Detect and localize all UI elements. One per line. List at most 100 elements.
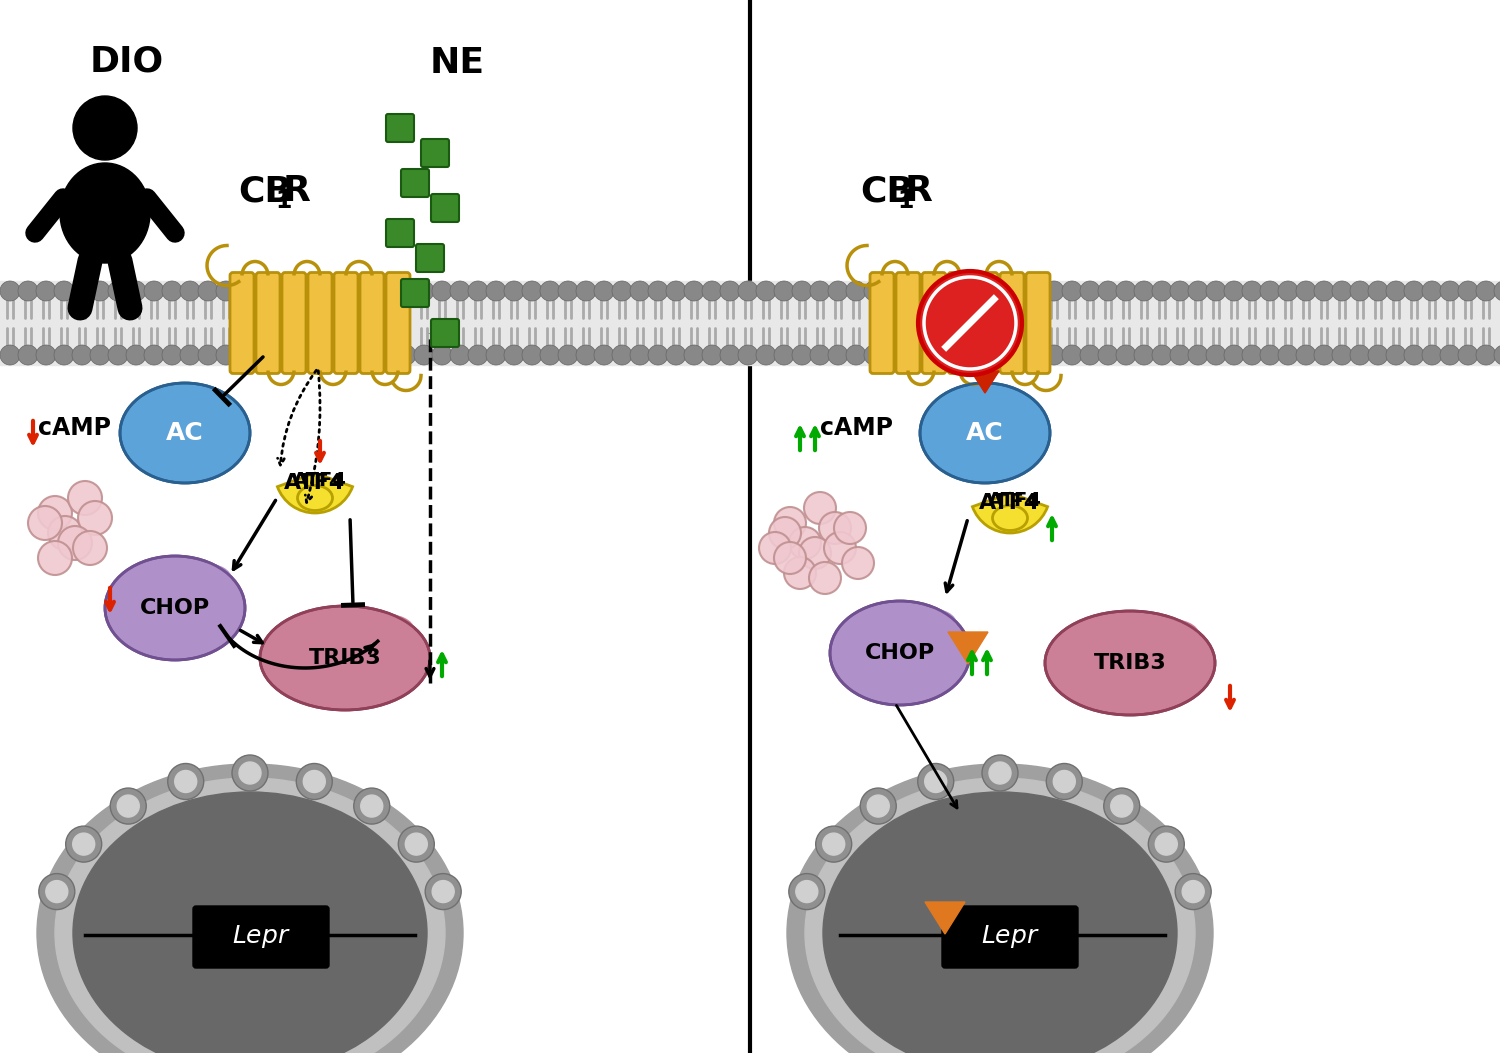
Text: ATF4: ATF4 xyxy=(285,473,345,493)
Circle shape xyxy=(936,345,956,365)
Circle shape xyxy=(90,281,110,301)
Ellipse shape xyxy=(1046,611,1215,715)
Circle shape xyxy=(738,345,758,365)
Circle shape xyxy=(1062,345,1082,365)
Circle shape xyxy=(1476,345,1496,365)
Ellipse shape xyxy=(902,608,957,639)
Circle shape xyxy=(1044,345,1064,365)
Circle shape xyxy=(362,795,382,817)
Circle shape xyxy=(1368,281,1388,301)
FancyBboxPatch shape xyxy=(430,319,459,347)
Text: R: R xyxy=(904,174,933,208)
Circle shape xyxy=(882,345,902,365)
FancyBboxPatch shape xyxy=(308,273,332,374)
Circle shape xyxy=(450,345,470,365)
Circle shape xyxy=(424,874,460,910)
Circle shape xyxy=(360,281,380,301)
Circle shape xyxy=(756,345,776,365)
Circle shape xyxy=(774,345,794,365)
Circle shape xyxy=(342,345,362,365)
Ellipse shape xyxy=(806,778,1196,1053)
Circle shape xyxy=(784,557,816,589)
Circle shape xyxy=(1278,345,1298,365)
FancyBboxPatch shape xyxy=(922,273,946,374)
Circle shape xyxy=(1260,345,1280,365)
Circle shape xyxy=(74,531,106,565)
Text: R: R xyxy=(284,174,310,208)
FancyBboxPatch shape xyxy=(416,244,444,272)
Circle shape xyxy=(1314,345,1334,365)
Circle shape xyxy=(936,281,956,301)
Circle shape xyxy=(770,517,801,549)
Circle shape xyxy=(378,281,398,301)
Ellipse shape xyxy=(993,505,1028,531)
Circle shape xyxy=(810,281,830,301)
Circle shape xyxy=(828,345,848,365)
Text: TRIB3: TRIB3 xyxy=(1094,653,1167,673)
FancyBboxPatch shape xyxy=(870,273,894,374)
Circle shape xyxy=(1368,345,1388,365)
Circle shape xyxy=(117,795,140,817)
Circle shape xyxy=(74,96,136,160)
Circle shape xyxy=(684,281,703,301)
Circle shape xyxy=(800,537,831,569)
Circle shape xyxy=(432,281,451,301)
Circle shape xyxy=(522,281,542,301)
Circle shape xyxy=(38,541,72,575)
Circle shape xyxy=(234,281,254,301)
Circle shape xyxy=(1314,281,1334,301)
Ellipse shape xyxy=(60,163,150,263)
Circle shape xyxy=(954,345,974,365)
Circle shape xyxy=(918,281,938,301)
Ellipse shape xyxy=(120,383,250,483)
Circle shape xyxy=(756,281,776,301)
Circle shape xyxy=(306,345,326,365)
Circle shape xyxy=(405,833,427,855)
Circle shape xyxy=(540,345,560,365)
Circle shape xyxy=(1170,345,1190,365)
Ellipse shape xyxy=(176,563,232,594)
Circle shape xyxy=(252,281,272,301)
Text: CB: CB xyxy=(238,174,292,208)
Text: cAMP: cAMP xyxy=(38,416,111,440)
Circle shape xyxy=(1053,771,1076,793)
Circle shape xyxy=(1224,281,1244,301)
Circle shape xyxy=(1134,281,1154,301)
Circle shape xyxy=(18,345,38,365)
Circle shape xyxy=(882,281,902,301)
Circle shape xyxy=(630,345,650,365)
Circle shape xyxy=(144,281,164,301)
Circle shape xyxy=(982,755,1018,791)
Circle shape xyxy=(486,281,506,301)
Circle shape xyxy=(1494,281,1500,301)
Circle shape xyxy=(108,345,128,365)
Circle shape xyxy=(378,345,398,365)
Circle shape xyxy=(1332,281,1352,301)
Circle shape xyxy=(918,763,954,799)
Circle shape xyxy=(576,281,596,301)
Circle shape xyxy=(78,501,112,535)
Circle shape xyxy=(1134,345,1154,365)
Circle shape xyxy=(720,345,740,365)
Circle shape xyxy=(558,281,578,301)
FancyBboxPatch shape xyxy=(256,273,280,374)
Circle shape xyxy=(1404,345,1423,365)
Circle shape xyxy=(1098,345,1118,365)
Circle shape xyxy=(306,281,326,301)
FancyBboxPatch shape xyxy=(896,273,920,374)
Bar xyxy=(0,281,1500,365)
Text: ATF4: ATF4 xyxy=(980,493,1041,513)
Circle shape xyxy=(1080,345,1100,365)
Circle shape xyxy=(594,281,613,301)
Circle shape xyxy=(46,880,68,902)
Circle shape xyxy=(1278,281,1298,301)
Circle shape xyxy=(68,481,102,515)
Circle shape xyxy=(66,827,102,862)
Circle shape xyxy=(38,496,72,530)
Ellipse shape xyxy=(74,792,428,1053)
Text: ATF4: ATF4 xyxy=(988,491,1042,510)
Circle shape xyxy=(1386,345,1406,365)
Circle shape xyxy=(48,516,82,550)
Ellipse shape xyxy=(105,556,244,660)
Circle shape xyxy=(324,281,344,301)
